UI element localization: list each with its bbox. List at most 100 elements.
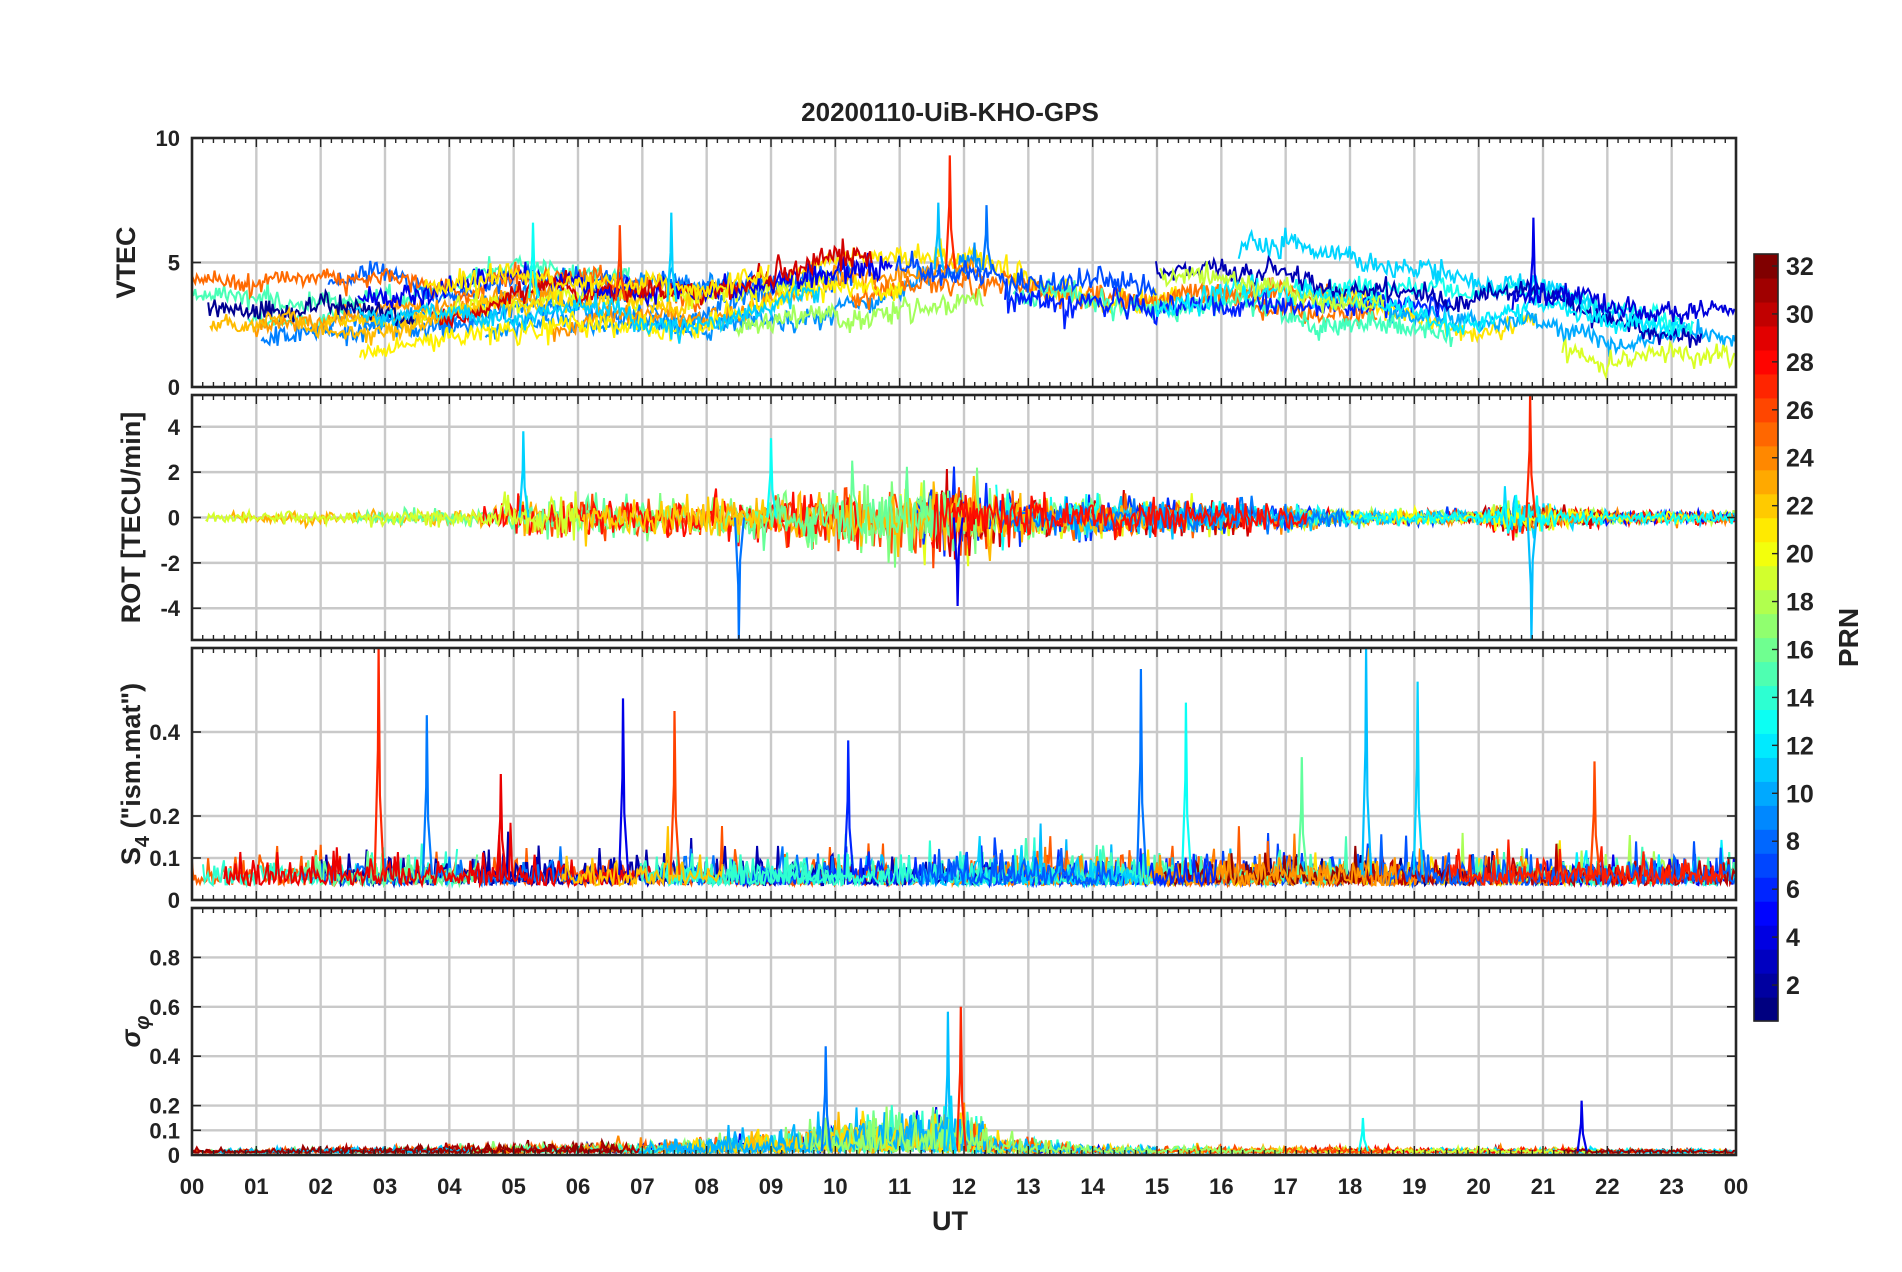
x-axis-label: UT	[932, 1206, 968, 1236]
y-axis-label: VTEC	[111, 226, 141, 298]
colorbar-cell	[1754, 997, 1778, 1022]
y-tick-label: 0.2	[149, 1094, 180, 1119]
peak-mark	[421, 715, 434, 875]
peak-mark	[733, 517, 746, 640]
peak-mark	[944, 155, 957, 269]
peak-mark	[1136, 668, 1148, 875]
prn-trace	[998, 495, 1348, 540]
x-tick-label: 00	[180, 1174, 204, 1199]
colorbar-cell	[1754, 709, 1778, 734]
prn-trace	[917, 848, 1122, 888]
colorbar-tick-label: 8	[1786, 828, 1800, 856]
ticks	[191, 908, 1737, 1156]
colorbar-tick-label: 10	[1786, 780, 1814, 808]
colorbar-cell	[1754, 373, 1778, 399]
prn-trace	[734, 288, 985, 338]
x-tick-label: 16	[1209, 1174, 1233, 1199]
peak-mark	[1525, 395, 1537, 518]
peak-mark	[1528, 217, 1540, 304]
prn-trace	[1163, 845, 1362, 888]
colorbar-tick-label: 26	[1786, 397, 1814, 425]
y-tick-label: 0.6	[149, 995, 180, 1020]
peak-mark	[495, 773, 507, 875]
colorbar-cell	[1754, 613, 1778, 639]
peak-mark	[373, 648, 385, 875]
prn-trace	[581, 493, 769, 547]
y-tick-label: 0.4	[149, 1044, 180, 1069]
colorbar-label: PRN	[1833, 608, 1864, 667]
y-tick-label: 10	[156, 126, 180, 151]
colorbar-tick-label: 24	[1786, 445, 1814, 473]
prn-trace	[1336, 494, 1736, 534]
y-tick-label: 0.4	[149, 720, 180, 745]
peak-mark	[952, 517, 964, 607]
peak-mark	[1181, 702, 1193, 875]
peak-mark	[614, 225, 627, 301]
x-tick-label: 21	[1531, 1174, 1555, 1199]
prn-trace	[192, 1140, 624, 1155]
x-tick-label: 17	[1273, 1174, 1297, 1199]
prn-trace	[1155, 254, 1703, 348]
prn-trace	[1561, 337, 1736, 381]
y-axis-label: ROT [TECU/min]	[116, 412, 146, 623]
colorbar-tick-label: 6	[1786, 876, 1800, 904]
panel-s4: 0 0.1 0.2 0.4S4 ("ism.mat")	[116, 646, 1738, 913]
y-tick-label: 5	[168, 251, 180, 276]
colorbar-cell	[1754, 565, 1778, 591]
colorbar-tick-label: 22	[1786, 493, 1814, 521]
colorbar-tick-label: 32	[1786, 253, 1814, 281]
x-tick-label: 05	[501, 1174, 525, 1199]
colorbar-cell	[1754, 661, 1778, 687]
colorbar-tick-label: 28	[1786, 349, 1814, 377]
peak-mark	[766, 438, 778, 518]
prn-trace	[960, 1123, 1388, 1155]
colorbar-cell	[1754, 277, 1778, 303]
prn-trace	[719, 460, 961, 553]
x-tick-label: 02	[308, 1174, 332, 1199]
x-tick-label: 20	[1466, 1174, 1490, 1199]
peak-mark	[1589, 761, 1601, 875]
ticks	[191, 395, 1737, 640]
y-axis-label: σφ	[116, 1016, 154, 1048]
peak-mark	[1357, 1117, 1370, 1152]
colorbar-cell	[1754, 853, 1778, 878]
peak-mark	[981, 205, 993, 271]
prn-trace	[1511, 282, 1736, 325]
peak-mark	[528, 222, 540, 299]
y-tick-label: -2	[160, 551, 180, 576]
x-tick-label: 04	[437, 1174, 462, 1199]
prn-trace	[1012, 278, 1454, 348]
prn-trace	[323, 281, 706, 334]
prn-trace	[1237, 227, 1658, 337]
prn-trace	[1159, 261, 1385, 314]
x-tick-label: 18	[1338, 1174, 1362, 1199]
prn-trace	[810, 1106, 1284, 1155]
y-tick-label: 4	[168, 415, 181, 440]
x-tick-label: 10	[823, 1174, 847, 1199]
x-tick-label: 19	[1402, 1174, 1426, 1199]
x-tick-label: 23	[1659, 1174, 1683, 1199]
peak-mark	[820, 1046, 832, 1152]
colorbar-cell	[1754, 421, 1778, 447]
prn-trace	[355, 283, 821, 344]
prn-trace	[948, 847, 1398, 889]
y-tick-label: 0.2	[149, 804, 180, 829]
colorbar-cell	[1754, 469, 1778, 495]
panel-sigma_phi: 00.10.2 0.4 0.6 0.8 σφ	[116, 906, 1738, 1168]
y-tick-label: 0.8	[149, 945, 180, 970]
colorbar-tick-label: 30	[1786, 301, 1814, 329]
prn-trace	[1378, 834, 1736, 888]
y-tick-label: 0	[168, 375, 180, 400]
peak-mark	[933, 202, 945, 270]
traces	[192, 155, 1736, 381]
x-tick-label: 11	[888, 1174, 911, 1199]
prn-trace	[429, 238, 873, 329]
colorbar-tick-label: 14	[1786, 684, 1814, 712]
peak-mark	[666, 212, 678, 302]
peak-mark	[1296, 757, 1308, 875]
y-tick-label: 0.1	[149, 1118, 180, 1143]
prn-trace	[207, 287, 415, 327]
peak-mark	[1412, 681, 1424, 875]
